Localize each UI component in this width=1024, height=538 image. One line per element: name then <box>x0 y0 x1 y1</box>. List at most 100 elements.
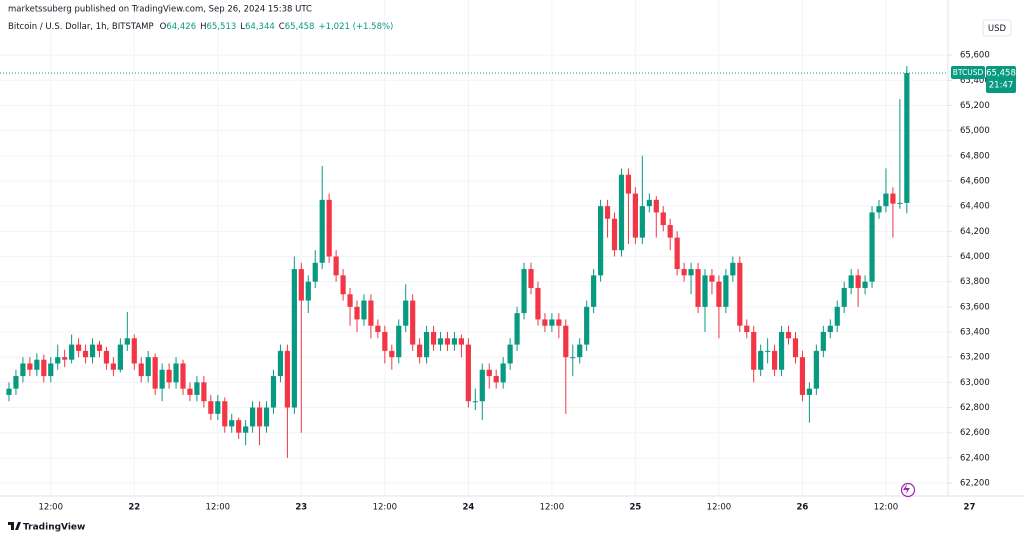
candle-body <box>598 206 604 276</box>
candle-body <box>236 420 242 433</box>
candle-body <box>305 281 311 301</box>
symbol-legend: Bitcoin / U.S. Dollar, 1h, BITSTAMP O64,4… <box>8 22 393 32</box>
candle-body <box>451 338 458 345</box>
candle-body <box>263 407 270 427</box>
candle-body <box>577 344 583 358</box>
candle-body <box>96 344 103 351</box>
candle-body <box>298 269 304 301</box>
event-icon[interactable] <box>903 484 910 494</box>
logo-mark <box>8 522 21 530</box>
candle-body <box>528 269 534 288</box>
y-tick-label: 62,200 <box>960 479 990 489</box>
symbol-tag-text: BTCUSD <box>953 68 984 77</box>
candle-body <box>187 388 193 395</box>
event-icon-ring[interactable] <box>900 482 916 498</box>
candle-body <box>507 344 513 364</box>
candle-body <box>723 275 729 307</box>
candle-body <box>827 325 833 333</box>
currency-box[interactable] <box>982 19 1012 37</box>
y-tick-label: 64,400 <box>960 202 990 212</box>
currency[interactable]: USD <box>988 24 1007 34</box>
x-tick-label: 22 <box>128 503 140 513</box>
candle-body <box>500 363 506 383</box>
grid <box>0 0 948 496</box>
candle-body <box>695 269 701 307</box>
y-tick-label: 64,600 <box>960 176 990 186</box>
y-tick-label: 62,800 <box>960 403 990 413</box>
candle-body <box>340 275 346 295</box>
candle-body <box>396 325 402 358</box>
candle-body <box>472 401 478 403</box>
candle-body <box>159 369 165 389</box>
candle-body <box>772 350 778 370</box>
candle-body <box>13 376 19 389</box>
candle-body <box>813 350 819 389</box>
candle-body <box>639 206 645 238</box>
candle-body <box>820 332 826 351</box>
candle-body <box>834 306 840 326</box>
candle-body <box>284 350 290 408</box>
candle-body <box>326 199 332 257</box>
candle-body <box>333 256 339 276</box>
candle-body <box>347 294 353 307</box>
candle-body <box>215 401 221 414</box>
candle-body <box>145 357 151 377</box>
candle-body <box>76 344 82 351</box>
candle-body <box>632 193 638 238</box>
ohlc-prefix: O <box>160 22 167 32</box>
candle-body <box>382 332 388 351</box>
y-tick-label: 65,400 <box>960 76 990 86</box>
candle-body <box>368 300 374 326</box>
candle-body <box>535 287 541 320</box>
candle-body <box>138 363 144 377</box>
countdown: 21:47 <box>989 80 1014 90</box>
change: +1,021 (+1.58%) <box>318 22 393 32</box>
candle-body <box>375 325 381 333</box>
candle-body <box>751 332 757 370</box>
ohlc-value: 65,458 <box>285 22 315 32</box>
x-tick-label: 23 <box>295 503 307 513</box>
candle-body <box>110 363 116 370</box>
candle-body <box>570 357 576 359</box>
candle-body <box>737 262 743 326</box>
candle-body <box>243 426 249 433</box>
candle-body <box>458 338 464 345</box>
candle-body <box>625 174 632 194</box>
y-tick-label: 63,600 <box>960 302 990 312</box>
x-tick-label: 12:00 <box>707 503 732 513</box>
candle-body <box>55 357 61 364</box>
y-tick-label: 63,000 <box>960 378 990 388</box>
candle-body <box>841 287 847 307</box>
x-tick-label: 25 <box>629 503 641 513</box>
candle-body <box>806 388 812 395</box>
candle-body <box>556 319 562 326</box>
candle-body <box>563 325 569 358</box>
candle-body <box>312 262 318 282</box>
candle-body <box>48 363 54 377</box>
candle-body <box>514 313 520 345</box>
candle-body <box>604 206 611 219</box>
candle-body <box>869 212 875 282</box>
candle-body <box>799 357 806 395</box>
x-tick-label: 12:00 <box>39 503 64 513</box>
candle-body <box>20 363 26 377</box>
x-tick-label: 12:00 <box>540 503 565 513</box>
candle-body <box>758 350 764 370</box>
candle-body <box>667 225 673 238</box>
tradingview-logo: TradingView <box>8 522 85 533</box>
candle-body <box>584 306 590 345</box>
x-tick-label: 27 <box>964 503 976 513</box>
x-tick-label: 12:00 <box>373 503 398 513</box>
ohlc-value: 64,426 <box>166 22 196 32</box>
candle-body <box>681 269 687 276</box>
candle-body <box>744 325 750 333</box>
published-note: marketssuberg published on TradingView.c… <box>8 5 312 15</box>
candle-body <box>410 300 416 345</box>
candle-body <box>124 338 130 345</box>
candles <box>0 66 948 458</box>
candle-body <box>486 369 492 377</box>
candle-body <box>117 344 123 370</box>
candle-body <box>646 199 652 207</box>
